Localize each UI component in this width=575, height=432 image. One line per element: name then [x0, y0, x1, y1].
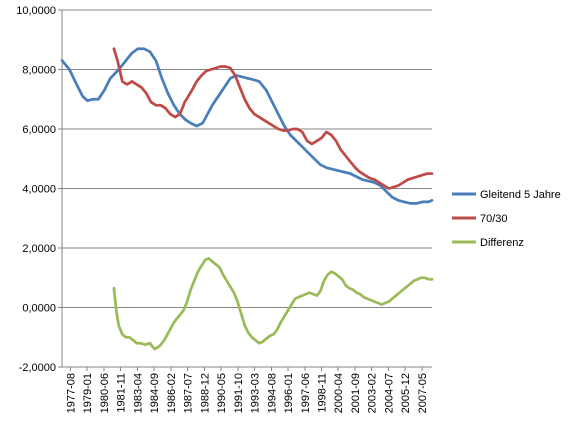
y-tick-label: -2,0000	[19, 362, 56, 374]
y-tick-label: 10,0000	[16, 5, 56, 17]
x-tick-label: 2005-12	[400, 373, 412, 413]
x-tick-label: 2000-04	[333, 373, 345, 413]
x-tick-label: 2003-02	[367, 373, 379, 413]
legend-label-2: 70/30	[480, 213, 508, 225]
x-tick-label: 1977-08	[65, 373, 77, 413]
x-tick-label: 1980-06	[99, 373, 111, 413]
x-tick-label: 2004-07	[383, 373, 395, 413]
series-line-3	[112, 257, 434, 351]
y-tick-label: 6,0000	[22, 124, 56, 136]
x-tick-label: 1991-10	[233, 373, 245, 413]
legend-label-3: Differenz	[480, 237, 524, 249]
x-tick-label: 1988-12	[199, 373, 211, 413]
x-tick-label: 1993-03	[250, 373, 262, 413]
grid-lines	[62, 9, 432, 308]
series-line-2	[112, 47, 434, 190]
x-tick-label: 2001-09	[350, 373, 362, 413]
x-tick-label: 1994-08	[266, 373, 278, 413]
x-tick-label: 1987-07	[183, 373, 195, 413]
series-lines	[60, 47, 434, 351]
y-tick-label: 2,0000	[22, 243, 56, 255]
axes	[58, 9, 432, 371]
y-tick-labels: -2,0000 0,0000 2,0000 4,0000 6,0000 8,0000 10,…	[16, 5, 56, 374]
x-tick-label: 1997-06	[300, 373, 312, 413]
x-tick-label: 1990-05	[216, 373, 228, 413]
legend: Gleitend 5 Jahre 70/30 Differenz	[452, 189, 561, 249]
x-tick-label: 1998-11	[317, 373, 329, 413]
y-tick-label: 0,0000	[22, 303, 56, 315]
series-line-1	[60, 47, 434, 205]
legend-label-1: Gleitend 5 Jahre	[480, 189, 561, 201]
x-tick-labels: 1977-08 1979-01 1980-06 1981-11 1983-04 1984-…	[65, 373, 429, 413]
x-tick-label: 2007-05	[417, 373, 429, 413]
y-tick-label: 8,0000	[22, 65, 56, 77]
x-tick-label: 1996-01	[283, 373, 295, 413]
x-tick-label: 1984-09	[149, 373, 161, 413]
x-tick-label: 1981-11	[116, 373, 128, 413]
x-tick-label: 1983-04	[132, 373, 144, 413]
x-tick-label: 1986-02	[166, 373, 178, 413]
y-tick-label: 4,0000	[22, 184, 56, 196]
x-tick-label: 1979-01	[82, 373, 94, 413]
